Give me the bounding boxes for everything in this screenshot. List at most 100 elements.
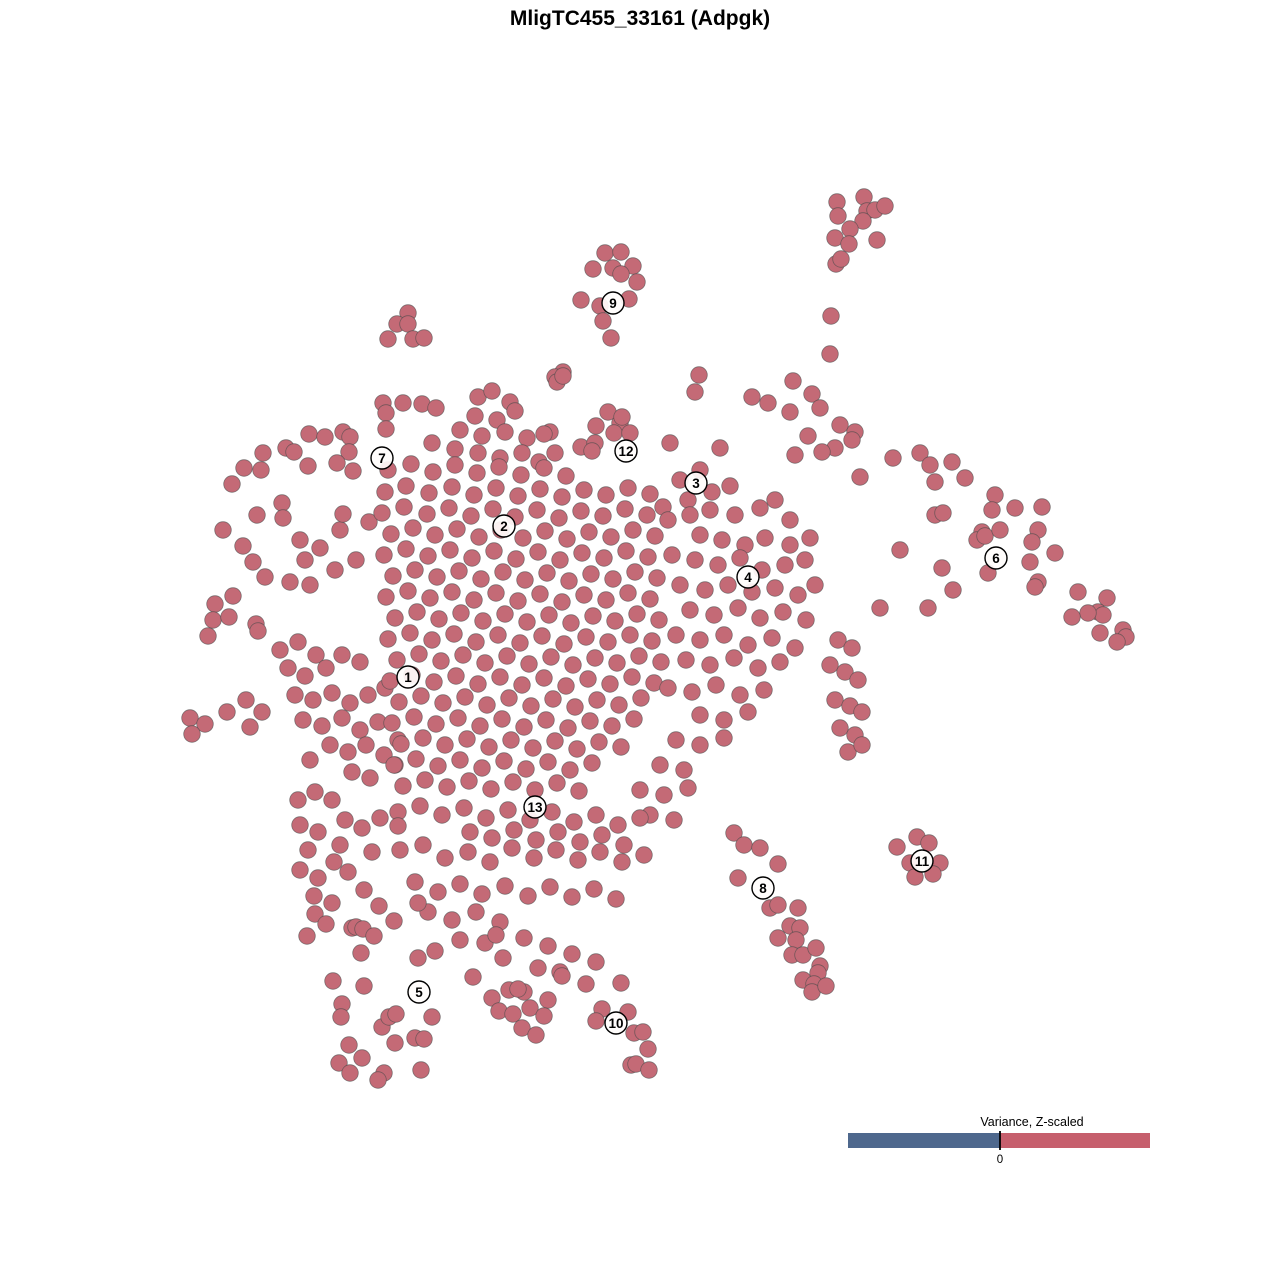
data-point	[449, 709, 467, 727]
cluster-label-number: 11	[915, 854, 930, 869]
data-point	[696, 581, 714, 599]
data-point	[465, 486, 483, 504]
data-point	[407, 750, 425, 768]
data-point	[843, 431, 861, 449]
data-point	[464, 968, 482, 986]
data-point	[432, 652, 450, 670]
data-point	[273, 494, 291, 512]
data-point	[616, 500, 634, 518]
cluster-label-13: 13	[523, 795, 547, 819]
data-point	[385, 756, 403, 774]
data-point	[381, 672, 399, 690]
data-point	[515, 929, 533, 947]
data-point	[494, 563, 512, 581]
data-point	[839, 743, 857, 761]
data-point	[369, 1071, 387, 1089]
data-point	[325, 853, 343, 871]
data-point	[429, 883, 447, 901]
data-point	[487, 584, 505, 602]
data-point	[626, 563, 644, 581]
data-point	[388, 651, 406, 669]
data-point	[304, 691, 322, 709]
data-point	[326, 561, 344, 579]
data-point	[451, 931, 469, 949]
data-point	[539, 937, 557, 955]
data-point	[769, 929, 787, 947]
data-point	[562, 614, 580, 632]
data-point	[535, 425, 553, 443]
data-point	[535, 459, 553, 477]
data-point	[416, 771, 434, 789]
data-point	[377, 588, 395, 606]
data-point	[766, 491, 784, 509]
data-point	[613, 853, 631, 871]
data-point	[513, 444, 531, 462]
data-point	[539, 991, 557, 1009]
data-point	[341, 428, 359, 446]
data-point	[441, 541, 459, 559]
data-point	[360, 513, 378, 531]
cluster-label-12: 12	[614, 439, 638, 463]
data-point	[580, 523, 598, 541]
data-point	[334, 505, 352, 523]
data-point	[606, 612, 624, 630]
data-point	[803, 385, 821, 403]
data-point	[483, 382, 501, 400]
data-point	[423, 1008, 441, 1026]
cluster-label-circle	[492, 514, 516, 538]
data-point	[296, 551, 314, 569]
data-point	[624, 521, 642, 539]
data-point	[256, 568, 274, 586]
data-point	[729, 599, 747, 617]
cluster-label-number: 2	[500, 519, 508, 534]
data-point	[563, 888, 581, 906]
data-point	[691, 631, 709, 649]
data-point	[605, 424, 623, 442]
data-point	[443, 911, 461, 929]
data-point	[516, 571, 534, 589]
data-point	[306, 905, 324, 923]
data-point	[305, 887, 323, 905]
data-point	[434, 694, 452, 712]
data-point	[564, 656, 582, 674]
data-point	[468, 464, 486, 482]
cluster-label-10: 10	[604, 1011, 628, 1035]
data-point	[289, 791, 307, 809]
data-point	[504, 1005, 522, 1023]
data-point	[569, 851, 587, 869]
data-point	[451, 421, 469, 439]
data-point	[438, 778, 456, 796]
data-point	[426, 526, 444, 544]
data-point	[1046, 544, 1064, 562]
data-point	[632, 689, 650, 707]
data-point	[525, 849, 543, 867]
cluster-label-number: 4	[744, 570, 752, 585]
data-point	[560, 572, 578, 590]
data-point	[581, 712, 599, 730]
data-point	[651, 756, 669, 774]
data-point	[701, 656, 719, 674]
data-point	[542, 648, 560, 666]
data-point	[715, 729, 733, 747]
data-point	[483, 829, 501, 847]
data-point	[630, 647, 648, 665]
data-point	[659, 511, 677, 529]
data-point	[237, 691, 255, 709]
data-point	[199, 627, 217, 645]
data-point	[617, 542, 635, 560]
data-point	[549, 823, 567, 841]
data-point	[414, 836, 432, 854]
data-point	[436, 736, 454, 754]
data-point	[461, 823, 479, 841]
data-point	[285, 443, 303, 461]
data-point	[1021, 553, 1039, 571]
data-point	[472, 570, 490, 588]
data-point	[496, 605, 514, 623]
data-point	[480, 738, 498, 756]
data-point	[214, 521, 232, 539]
data-point	[474, 612, 492, 630]
data-point	[430, 610, 448, 628]
data-point	[299, 457, 317, 475]
data-point	[686, 383, 704, 401]
data-point	[681, 601, 699, 619]
